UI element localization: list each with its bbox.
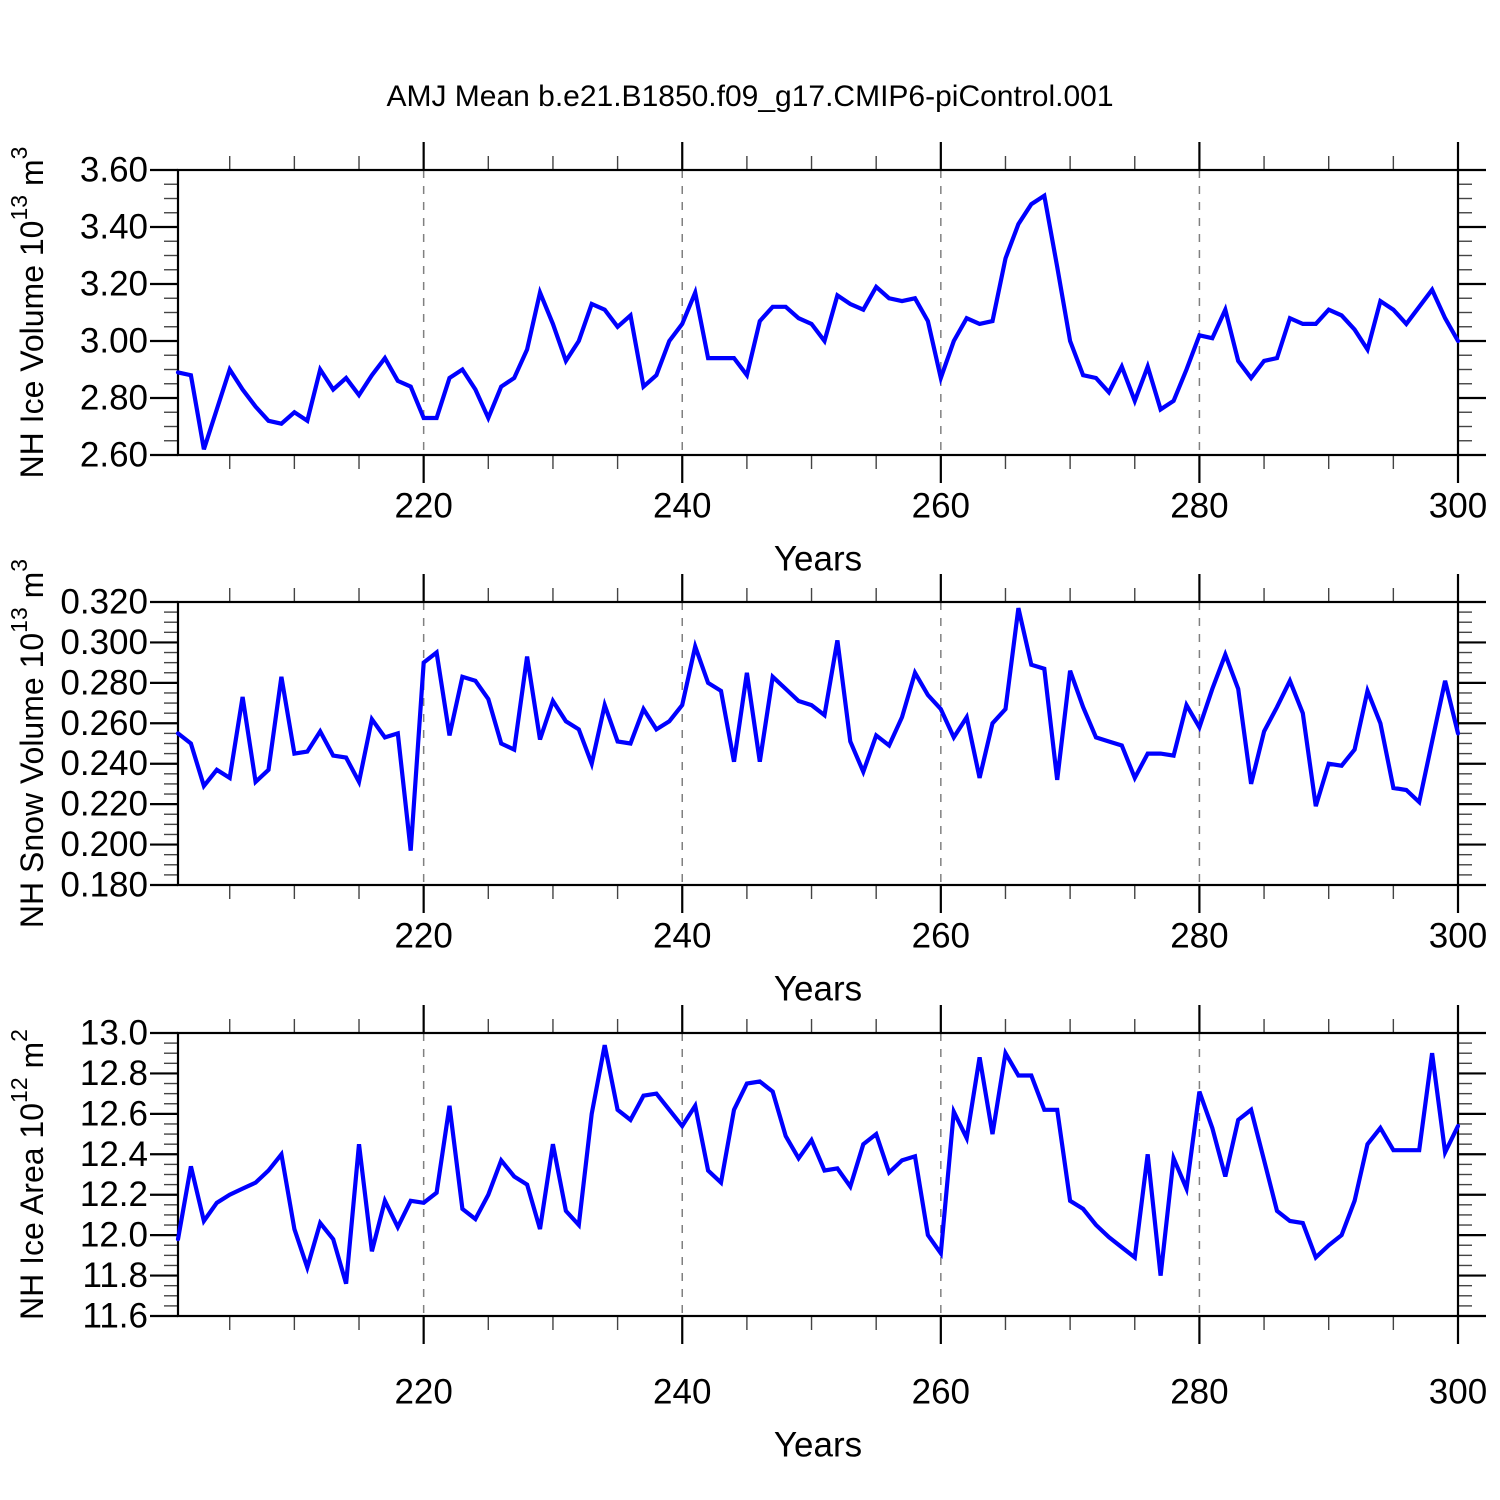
y-tick-label-3.60: 3.60 xyxy=(80,151,148,190)
x-tick-label-240: 240 xyxy=(653,917,711,956)
x-axis-title: Years xyxy=(774,540,862,579)
x-tick-label-300: 300 xyxy=(1429,1373,1487,1412)
y-tick-label-0.300: 0.300 xyxy=(60,623,148,662)
y-tick-label-3.00: 3.00 xyxy=(80,322,148,361)
x-tick-label-300: 300 xyxy=(1429,917,1487,956)
y-tick-label-2.60: 2.60 xyxy=(80,436,148,475)
panel-nh-ice-volume: 3.60 3.40 3.20 3.00 2.80 2.60 220 240 260 280 300 Y… xyxy=(6,142,1487,579)
y-tick-label-12.6: 12.6 xyxy=(80,1094,148,1133)
x-tick-label-280: 280 xyxy=(1170,917,1228,956)
y-tick-label-0.240: 0.240 xyxy=(60,744,148,783)
plot-frame xyxy=(176,1031,1460,1318)
x-tick-label-220: 220 xyxy=(394,1373,452,1412)
plot-frame xyxy=(176,600,1460,887)
y-axis-title: NH Snow Volume 1013 m3 xyxy=(6,559,50,928)
nh-ice-area-line xyxy=(175,1044,1461,1285)
y-tick-label-0.180: 0.180 xyxy=(60,866,148,905)
x-tick-label-280: 280 xyxy=(1170,1373,1228,1412)
chart-title: AMJ Mean b.e21.B1850.f09_g17.CMIP6-piCon… xyxy=(386,80,1114,113)
y-axis-title: NH Ice Area 1012 m2 xyxy=(6,1029,50,1320)
y-tick-label-11.8: 11.8 xyxy=(82,1256,148,1295)
y-tick-label-3.40: 3.40 xyxy=(80,208,148,247)
y-tick-label-12.2: 12.2 xyxy=(80,1175,148,1214)
x-axis-title: Years xyxy=(774,1426,862,1465)
y-tick-label-0.200: 0.200 xyxy=(60,825,148,864)
x-tick-label-260: 260 xyxy=(912,1373,970,1412)
x-tick-label-260: 260 xyxy=(912,917,970,956)
y-tick-label-0.320: 0.320 xyxy=(60,583,148,622)
panel-nh-snow-volume: 0.3200.3000.2800.2600.2400.2200.2000.180… xyxy=(6,559,1487,1009)
nh-ice-volume-line xyxy=(175,192,1461,450)
y-tick-label-2.80: 2.80 xyxy=(80,379,148,418)
plot-frame xyxy=(176,168,1460,457)
y-tick-label-3.20: 3.20 xyxy=(80,265,148,304)
x-tick-label-280: 280 xyxy=(1170,487,1228,526)
y-tick-label-0.220: 0.220 xyxy=(60,785,148,824)
x-tick-label-300: 300 xyxy=(1429,487,1487,526)
x-tick-label-240: 240 xyxy=(653,1373,711,1412)
x-tick-label-220: 220 xyxy=(394,917,452,956)
x-axis-title: Years xyxy=(774,970,862,1009)
x-tick-label-240: 240 xyxy=(653,487,711,526)
nh-snow-volume-line xyxy=(175,607,1461,851)
y-tick-label-11.6: 11.6 xyxy=(82,1297,148,1336)
y-tick-label-12.8: 12.8 xyxy=(80,1054,148,1093)
y-tick-label-0.260: 0.260 xyxy=(60,704,148,743)
y-tick-label-0.280: 0.280 xyxy=(60,663,148,702)
y-axis-title: NH Ice Volume 1013 m3 xyxy=(6,147,50,479)
panel-nh-ice-area: 13.012.812.612.412.212.011.811.6 220 240 26… xyxy=(6,1005,1487,1465)
x-tick-label-260: 260 xyxy=(912,487,970,526)
y-tick-label-13.0: 13.0 xyxy=(80,1014,148,1053)
y-tick-label-12.0: 12.0 xyxy=(80,1216,148,1255)
x-tick-label-220: 220 xyxy=(394,487,452,526)
y-tick-label-12.4: 12.4 xyxy=(80,1135,148,1174)
